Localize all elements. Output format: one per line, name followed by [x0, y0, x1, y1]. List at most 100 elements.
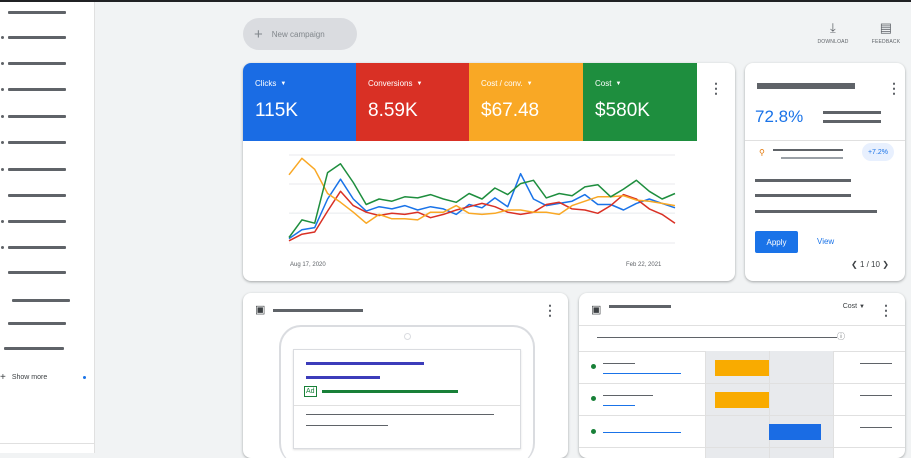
link-placeholder: [603, 373, 681, 374]
sidebar-item-label-placeholder: [8, 36, 66, 39]
caret-down-icon: ▼: [859, 304, 865, 310]
feedback-button[interactable]: ▤ FEEDBACK: [866, 20, 906, 45]
pagination: ❮ 1 / 10 ❯: [851, 260, 889, 269]
status-dot: [591, 364, 596, 369]
text-placeholder: [603, 363, 635, 364]
ad-url-placeholder: [322, 390, 458, 393]
status-dot: [591, 396, 596, 401]
ad-headline-placeholder: [306, 362, 424, 365]
x-axis-start-label: Aug 17, 2020: [290, 262, 326, 268]
text-placeholder: [781, 157, 843, 159]
show-more-link[interactable]: + Show more: [0, 372, 47, 383]
new-campaign-label: New campaign: [271, 29, 325, 39]
view-button[interactable]: View: [817, 237, 835, 246]
chevron-right-icon: [1, 141, 4, 144]
sidebar-item[interactable]: [0, 112, 95, 122]
performance-chart: [288, 154, 676, 244]
metric-label: Cost: [595, 79, 612, 88]
plus-icon: +: [254, 25, 263, 43]
show-more-label: Show more: [11, 374, 48, 381]
chevron-right-icon: [1, 168, 4, 171]
text-placeholder: [860, 427, 892, 428]
card-icon: ▣: [255, 304, 266, 316]
sidebar-item[interactable]: [0, 319, 95, 329]
metric-conversions[interactable]: Conversions ▼ 8.59K: [356, 63, 469, 141]
sidebar-item[interactable]: [0, 8, 95, 18]
plus-icon: +: [0, 372, 6, 383]
sidebar-item[interactable]: [0, 243, 95, 253]
series-line-1: [288, 172, 676, 240]
sidebar-item[interactable]: [0, 138, 95, 148]
help-icon[interactable]: ⓘ: [837, 332, 845, 341]
sidebar-item[interactable]: [0, 296, 95, 306]
caret-down-icon: ▼: [280, 80, 287, 87]
metric-label: Clicks: [255, 79, 277, 88]
x-axis-end-label: Feb 22, 2021: [626, 262, 662, 268]
divider: [579, 447, 905, 448]
feedback-label: FEEDBACK: [871, 39, 901, 45]
sidebar-item[interactable]: [0, 33, 95, 43]
ad-text-placeholder: [306, 414, 494, 415]
ad-preview: Ad: [293, 349, 521, 449]
apply-button[interactable]: Apply: [755, 231, 798, 253]
divider: [579, 415, 905, 416]
link-placeholder: [603, 432, 681, 433]
sidebar-item[interactable]: [0, 191, 95, 201]
cost-bar: [769, 424, 821, 440]
more-options-icon[interactable]: ⋮: [887, 80, 901, 96]
sidebar: + Show more: [0, 2, 95, 453]
top-border: [0, 0, 911, 2]
metric-clicks[interactable]: Clicks ▼ 115K: [243, 63, 356, 141]
metric-cost-per-conversion[interactable]: Cost / conv. ▼ $67.48: [469, 63, 583, 141]
ad-preview-card: ▣ ⋮ Ad: [243, 293, 568, 458]
text-placeholder: [823, 111, 881, 114]
chevron-right-icon[interactable]: ❯: [882, 260, 889, 269]
metric-value: $67.48: [481, 100, 540, 121]
change-badge: +7.2%: [862, 143, 894, 161]
divider: [579, 383, 905, 384]
sidebar-item-label-placeholder: [12, 299, 70, 302]
sidebar-divider: [0, 443, 95, 444]
text-placeholder: [755, 179, 851, 182]
column-divider: [833, 351, 834, 458]
divider: [745, 140, 905, 141]
more-options-icon[interactable]: ⋮: [709, 80, 723, 96]
divider: [579, 325, 905, 326]
ad-headline-placeholder: [306, 376, 380, 379]
cost-bar: [715, 360, 769, 376]
text-placeholder: [773, 149, 843, 151]
sidebar-item-label-placeholder: [8, 322, 66, 325]
download-icon: ⤓: [830, 20, 836, 35]
sidebar-item-label-placeholder: [8, 88, 66, 91]
caret-down-icon: ▼: [526, 80, 533, 87]
link-placeholder: [603, 405, 635, 406]
text-placeholder: [755, 194, 851, 197]
column-divider: [769, 351, 770, 458]
card-title-placeholder: [757, 83, 855, 89]
chevron-right-icon: [1, 36, 4, 39]
download-button[interactable]: ⤓ DOWNLOAD: [813, 20, 853, 45]
feedback-icon: ▤: [879, 20, 893, 35]
sidebar-item-label-placeholder: [8, 194, 66, 197]
sidebar-item[interactable]: [0, 85, 95, 95]
chevron-right-icon: [1, 88, 4, 91]
chevron-left-icon[interactable]: ❮: [851, 260, 858, 269]
sidebar-item[interactable]: [0, 268, 95, 278]
column-divider: [705, 351, 706, 458]
search-icon: ⚲: [759, 148, 765, 157]
caret-down-icon: ▼: [615, 80, 622, 87]
caret-down-icon: ▼: [416, 80, 423, 87]
chevron-right-icon: [1, 246, 4, 249]
sidebar-item[interactable]: [0, 217, 95, 227]
new-campaign-button[interactable]: + New campaign: [243, 18, 357, 50]
sidebar-item[interactable]: [0, 344, 95, 354]
more-options-icon[interactable]: ⋮: [879, 302, 893, 318]
sidebar-item[interactable]: [0, 165, 95, 175]
more-options-icon[interactable]: ⋮: [543, 302, 557, 318]
sidebar-item-label-placeholder: [8, 141, 66, 144]
metric-cost[interactable]: Cost ▼ $580K: [583, 63, 697, 141]
chevron-right-icon: [1, 62, 4, 65]
text-placeholder: [603, 395, 653, 396]
column-selector[interactable]: Cost ▼: [843, 303, 865, 310]
sidebar-item[interactable]: [0, 59, 95, 69]
